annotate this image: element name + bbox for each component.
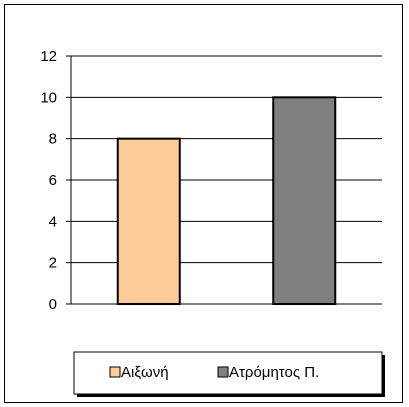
legend-label-1: Αιξωνή <box>121 364 169 381</box>
y-axis-ticks: 0 2 4 6 8 10 12 <box>40 48 71 313</box>
axes <box>70 56 382 305</box>
y-tick-label: 6 <box>49 172 57 189</box>
y-tick-label: 12 <box>40 48 57 65</box>
bar-1 <box>116 137 181 305</box>
y-tick-label: 2 <box>49 255 57 272</box>
legend: Αιξωνή Ατρόμητος Π. <box>73 351 385 397</box>
legend-swatch-2 <box>217 366 229 378</box>
y-tick-label: 0 <box>49 296 57 313</box>
y-tick-label: 8 <box>49 131 57 148</box>
legend-swatch-1 <box>109 366 121 378</box>
y-tick-label: 4 <box>49 213 57 230</box>
bars <box>116 96 337 306</box>
legend-label-2: Ατρόμητος Π. <box>229 364 319 381</box>
y-tick-label: 10 <box>40 89 57 106</box>
bar-2 <box>272 96 337 306</box>
